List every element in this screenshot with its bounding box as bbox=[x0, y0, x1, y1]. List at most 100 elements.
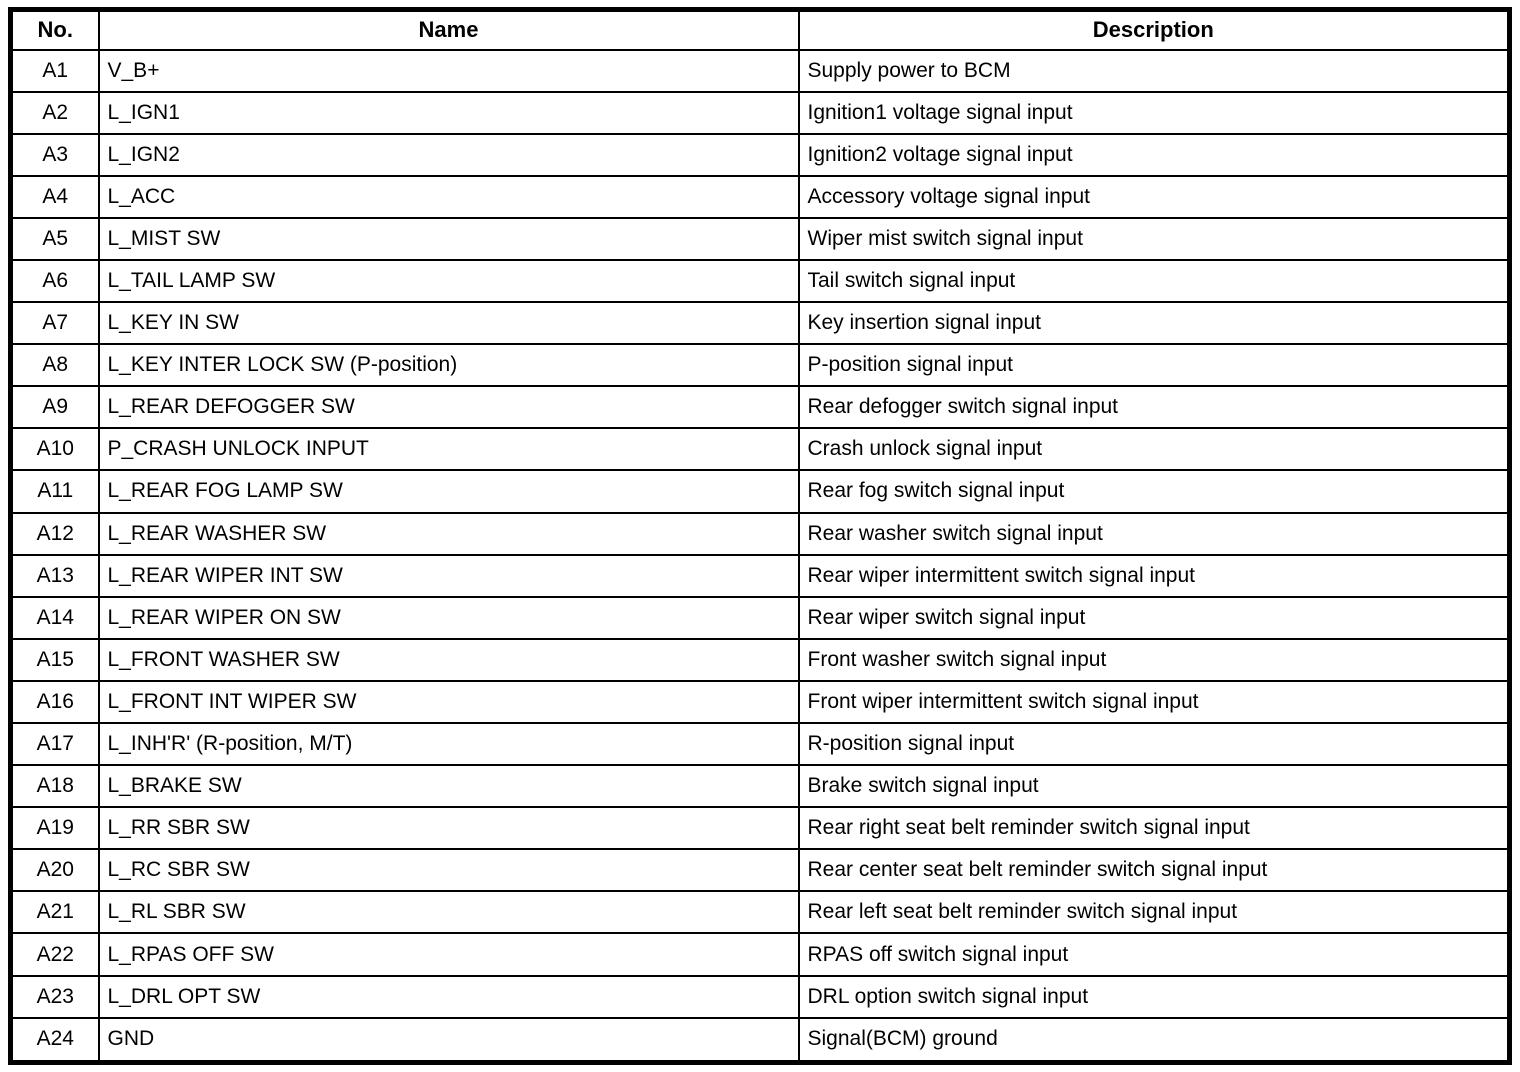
cell-name: L_REAR WASHER SW bbox=[97, 511, 800, 556]
cell-name: L_ACC bbox=[97, 174, 800, 219]
cell-name: L_RR SBR SW bbox=[97, 806, 800, 851]
cell-no: A21 bbox=[9, 890, 100, 935]
cell-description: Supply power to BCM bbox=[797, 48, 1511, 93]
cell-description: Rear left seat belt reminder switch sign… bbox=[797, 890, 1511, 935]
cell-description: Rear wiper intermittent switch signal in… bbox=[797, 553, 1511, 598]
cell-description: Rear center seat belt reminder switch si… bbox=[797, 848, 1511, 893]
table-row: A3 L_IGN2 Ignition2 voltage signal input bbox=[9, 132, 1511, 177]
cell-no: A16 bbox=[9, 679, 100, 725]
table-row: A20 L_RC SBR SW Rear center seat belt remi… bbox=[9, 848, 1511, 893]
table-row: A18 L_BRAKE SW Brake switch signal input bbox=[9, 764, 1511, 809]
cell-no: A7 bbox=[9, 301, 100, 346]
cell-no: A17 bbox=[9, 721, 100, 767]
cell-name: P_CRASH UNLOCK INPUT bbox=[97, 427, 800, 472]
cell-description: Wiper mist switch signal input bbox=[797, 216, 1511, 261]
cell-name: L_RL SBR SW bbox=[97, 890, 800, 935]
table-row: A4 L_ACC Accessory voltage signal input bbox=[9, 174, 1511, 219]
cell-description: R-position signal input bbox=[797, 721, 1511, 767]
table-row: A6 L_TAIL LAMP SW Tail switch signal input bbox=[9, 258, 1511, 304]
cell-description: Rear washer switch signal input bbox=[797, 511, 1511, 556]
cell-no: A9 bbox=[9, 385, 100, 430]
table-row: A1 V_B+ Supply power to BCM bbox=[9, 48, 1511, 93]
table-row: A15 L_FRONT WASHER SW Front washer switch … bbox=[9, 637, 1511, 682]
column-header-no: No. bbox=[9, 8, 100, 51]
cell-name: L_KEY IN SW bbox=[97, 301, 800, 346]
cell-no: A10 bbox=[9, 427, 100, 472]
cell-no: A22 bbox=[9, 932, 100, 977]
table-row: A22 L_RPAS OFF SW RPAS off switch signal i… bbox=[9, 932, 1511, 977]
cell-description: P-position signal input bbox=[797, 343, 1511, 388]
cell-name: L_MIST SW bbox=[97, 216, 800, 261]
table-row: A12 L_REAR WASHER SW Rear washer switch si… bbox=[9, 511, 1511, 556]
cell-no: A12 bbox=[9, 511, 100, 556]
cell-no: A24 bbox=[9, 1016, 100, 1064]
table-row: A5 L_MIST SW Wiper mist switch signal inpu… bbox=[9, 216, 1511, 261]
table-row: A7 L_KEY IN SW Key insertion signal input bbox=[9, 301, 1511, 346]
cell-no: A1 bbox=[9, 48, 100, 93]
table-row: A11 L_REAR FOG LAMP SW Rear fog switch sig… bbox=[9, 469, 1511, 514]
cell-name: L_REAR FOG LAMP SW bbox=[97, 469, 800, 514]
cell-name: L_RC SBR SW bbox=[97, 848, 800, 893]
cell-no: A14 bbox=[9, 595, 100, 640]
table-row: A19 L_RR SBR SW Rear right seat belt remin… bbox=[9, 806, 1511, 851]
cell-description: RPAS off switch signal input bbox=[797, 932, 1511, 977]
header-row: No. Name Description bbox=[9, 8, 1511, 51]
column-header-description: Description bbox=[797, 8, 1511, 51]
table-row: A9 L_REAR DEFOGGER SW Rear defogger switch… bbox=[9, 385, 1511, 430]
cell-name: L_KEY INTER LOCK SW (P-position) bbox=[97, 343, 800, 388]
table-row: A8 L_KEY INTER LOCK SW (P-position) P-posi… bbox=[9, 343, 1511, 388]
cell-no: A4 bbox=[9, 174, 100, 219]
cell-name: V_B+ bbox=[97, 48, 800, 93]
cell-name: GND bbox=[97, 1016, 800, 1064]
cell-no: A23 bbox=[9, 974, 100, 1019]
cell-name: L_FRONT WASHER SW bbox=[97, 637, 800, 682]
cell-no: A11 bbox=[9, 469, 100, 514]
cell-name: L_FRONT INT WIPER SW bbox=[97, 679, 800, 725]
cell-name: L_DRL OPT SW bbox=[97, 974, 800, 1019]
cell-no: A20 bbox=[9, 848, 100, 893]
cell-name: L_INH'R' (R-position, M/T) bbox=[97, 721, 800, 767]
cell-description: Front washer switch signal input bbox=[797, 637, 1511, 682]
table-body: A1 V_B+ Supply power to BCM A2 L_IGN1 Ignitio… bbox=[9, 48, 1511, 1064]
cell-description: Rear defogger switch signal input bbox=[797, 385, 1511, 430]
cell-description: Accessory voltage signal input bbox=[797, 174, 1511, 219]
table-row: A21 L_RL SBR SW Rear left seat belt remind… bbox=[9, 890, 1511, 935]
cell-description: Ignition1 voltage signal input bbox=[797, 90, 1511, 135]
cell-name: L_TAIL LAMP SW bbox=[97, 258, 800, 304]
cell-no: A15 bbox=[9, 637, 100, 682]
cell-name: L_IGN1 bbox=[97, 90, 800, 135]
table-row: A13 L_REAR WIPER INT SW Rear wiper intermi… bbox=[9, 553, 1511, 598]
cell-no: A5 bbox=[9, 216, 100, 261]
table-row: A10 P_CRASH UNLOCK INPUT Crash unlock sign… bbox=[9, 427, 1511, 472]
cell-no: A3 bbox=[9, 132, 100, 177]
cell-name: L_RPAS OFF SW bbox=[97, 932, 800, 977]
cell-name: L_REAR WIPER ON SW bbox=[97, 595, 800, 640]
table-row: A14 L_REAR WIPER ON SW Rear wiper switch s… bbox=[9, 595, 1511, 640]
cell-description: Crash unlock signal input bbox=[797, 427, 1511, 472]
cell-no: A19 bbox=[9, 806, 100, 851]
cell-description: DRL option switch signal input bbox=[797, 974, 1511, 1019]
cell-no: A18 bbox=[9, 764, 100, 809]
cell-description: Front wiper intermittent switch signal i… bbox=[797, 679, 1511, 725]
cell-description: Key insertion signal input bbox=[797, 301, 1511, 346]
cell-description: Signal(BCM) ground bbox=[797, 1016, 1511, 1064]
cell-name: L_BRAKE SW bbox=[97, 764, 800, 809]
table-row: A23 L_DRL OPT SW DRL option switch signal … bbox=[9, 974, 1511, 1019]
cell-no: A2 bbox=[9, 90, 100, 135]
cell-name: L_REAR DEFOGGER SW bbox=[97, 385, 800, 430]
cell-name: L_REAR WIPER INT SW bbox=[97, 553, 800, 598]
table-row: A2 L_IGN1 Ignition1 voltage signal input bbox=[9, 90, 1511, 135]
cell-description: Ignition2 voltage signal input bbox=[797, 132, 1511, 177]
table-row: A16 L_FRONT INT WIPER SW Front wiper inter… bbox=[9, 679, 1511, 725]
column-header-name: Name bbox=[97, 8, 800, 51]
bcm-pinout-table: No. Name Description A1 V_B+ Supply power … bbox=[8, 7, 1512, 1065]
cell-description: Rear wiper switch signal input bbox=[797, 595, 1511, 640]
cell-description: Rear right seat belt reminder switch sig… bbox=[797, 806, 1511, 851]
cell-no: A13 bbox=[9, 553, 100, 598]
cell-name: L_IGN2 bbox=[97, 132, 800, 177]
table-row: A17 L_INH'R' (R-position, M/T) R-position … bbox=[9, 721, 1511, 767]
cell-no: A6 bbox=[9, 258, 100, 304]
table-row: A24 GND Signal(BCM) ground bbox=[9, 1016, 1511, 1064]
table-header: No. Name Description bbox=[9, 8, 1511, 51]
